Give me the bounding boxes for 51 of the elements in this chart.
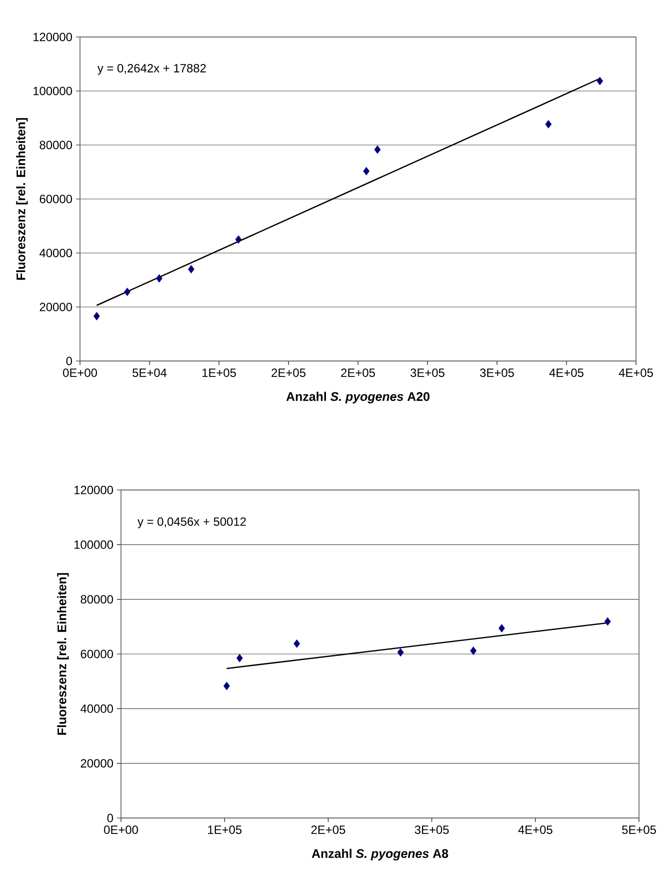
x-tick-label: 2E+05 xyxy=(272,368,306,377)
x-tick-label: 5E+05 xyxy=(622,826,656,834)
point xyxy=(363,166,370,176)
y-tick-label: 100000 xyxy=(74,540,114,549)
point xyxy=(470,646,477,655)
x-tick-label: 4E+05 xyxy=(518,826,552,834)
point xyxy=(596,76,604,86)
point xyxy=(223,682,230,690)
point xyxy=(604,617,611,626)
point xyxy=(374,145,381,154)
x-axis-title: Anzahl S. pyogenes A20 xyxy=(286,392,430,404)
x-axis-title: Anzahl S. pyogenes A8 xyxy=(312,848,448,860)
point xyxy=(498,624,505,633)
y-tick-label: 80000 xyxy=(80,595,114,604)
y-tick-label: 60000 xyxy=(80,650,114,658)
y-tick-label: 40000 xyxy=(80,704,114,713)
point xyxy=(188,264,194,274)
y-tick-label: 40000 xyxy=(40,248,72,258)
y-tick-label: 120000 xyxy=(74,486,114,494)
point xyxy=(236,654,243,662)
x-tick-label: 1E+05 xyxy=(208,826,242,834)
y-tick-label: 0 xyxy=(66,356,72,366)
y-tick-label: 60000 xyxy=(40,194,72,204)
y-tick-label: 80000 xyxy=(40,140,72,150)
point xyxy=(545,120,552,128)
point xyxy=(156,274,162,283)
x-tick-label: 0E+00 xyxy=(104,826,138,834)
y-tick-label: 20000 xyxy=(80,759,114,768)
x-tick-label: 0E+00 xyxy=(63,368,97,377)
x-tick-label: 1E+05 xyxy=(202,368,236,377)
x-tick-label: 2E+05 xyxy=(311,826,346,834)
point xyxy=(397,648,404,657)
x-tick-label: 3E+05 xyxy=(410,368,444,377)
point xyxy=(294,639,300,648)
x-tick-label: 3E+05 xyxy=(480,368,514,377)
x-tick-label: 4E+05 xyxy=(618,368,653,377)
y-tick-label: 20000 xyxy=(40,302,72,312)
y-tick-label: 100000 xyxy=(33,86,72,96)
y-axis-title: Fluoreszenz [rel. Einheiten] xyxy=(16,118,28,280)
x-tick-label: 5E+04 xyxy=(132,368,167,377)
y-axis-title: Fluoreszenz [rel. Einheiten] xyxy=(57,573,69,735)
annotation: y = 0,0456x + 50012 xyxy=(138,517,246,528)
point xyxy=(93,312,100,320)
y-tick-label: 120000 xyxy=(33,32,72,42)
annotation: y = 0,2642x + 17882 xyxy=(97,64,206,75)
point xyxy=(124,288,130,296)
y-tick-label: 0 xyxy=(107,814,114,822)
x-tick-label: 3E+05 xyxy=(414,826,449,834)
point xyxy=(235,235,242,244)
x-tick-label: 4E+05 xyxy=(549,368,584,377)
x-tick-label: 2E+05 xyxy=(341,368,375,377)
